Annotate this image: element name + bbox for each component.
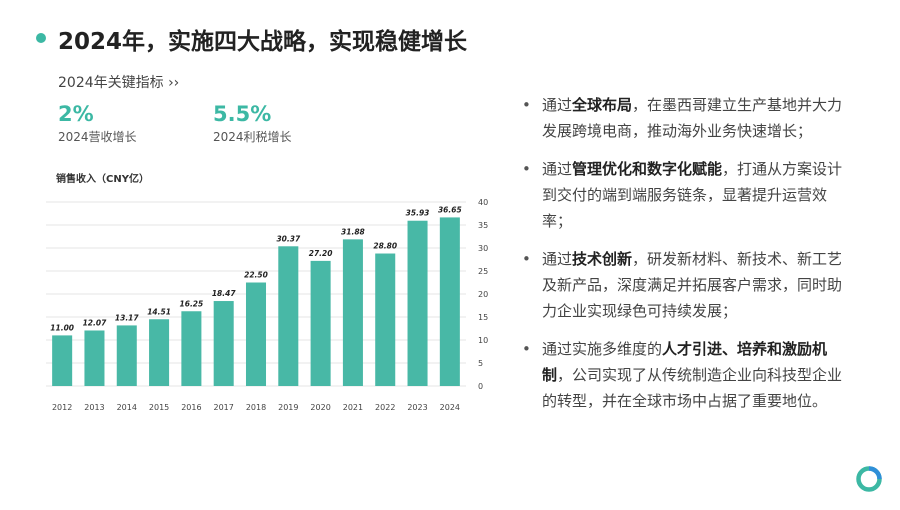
- y-tick-label: 30: [478, 244, 488, 253]
- x-tick-label: 2013: [84, 403, 104, 412]
- strategy-bullet-2: • 通过管理优化和数字化赋能，打通从方案设计到交付的端到端服务链条，显著提升运营效…: [522, 156, 852, 234]
- bar-2018: [245, 282, 267, 386]
- bullet-text-highlight: 全球布局: [572, 96, 633, 114]
- bar-2015: [149, 319, 170, 386]
- bullet-text-highlight: 人才引进、培养和激励机制: [542, 340, 828, 384]
- bar-2017: [213, 301, 234, 386]
- data-label: 22.50: [244, 271, 268, 280]
- kpi-tax-growth-value: 5.5%: [213, 102, 272, 126]
- data-label: 12.07: [83, 318, 108, 327]
- y-tick-label: 5: [478, 359, 483, 368]
- bar-2016: [181, 311, 202, 386]
- page-title: 2024年，实施四大战略，实现稳健增长: [58, 29, 468, 55]
- x-tick-label: 2015: [149, 403, 169, 412]
- data-label: 30.37: [276, 234, 301, 243]
- bullet-text-post: ，打通从方案设计到交付的端到端服务链条，显著提升运营效率；: [542, 160, 843, 230]
- bullet-text-highlight: 技术创新: [572, 250, 633, 268]
- data-label: 13.17: [115, 313, 140, 322]
- chart-title: 销售收入（CNY亿）: [56, 172, 149, 185]
- y-tick-label: 40: [478, 198, 488, 207]
- bullet-text-post: ，研发新材料、新技术、新工艺及新产品，深度满足并拓展客户需求，同时助力企业实现绿…: [542, 250, 843, 320]
- data-label: 14.51: [147, 307, 171, 316]
- bar-2012: [52, 335, 73, 386]
- x-tick-label: 2023: [407, 403, 427, 412]
- x-tick-label: 2019: [278, 403, 298, 412]
- x-tick-label: 2022: [375, 403, 395, 412]
- bar-2021: [342, 239, 363, 386]
- kpi-revenue-growth-label: 2024营收增长: [58, 130, 137, 144]
- data-label: 36.65: [438, 205, 462, 214]
- data-label: 28.80: [373, 242, 397, 251]
- strategy-bullet-3: • 通过技术创新，研发新材料、新技术、新工艺及新产品，深度满足并拓展客户需求，同时…: [522, 246, 852, 324]
- company-logo-icon: [856, 466, 882, 492]
- data-label: 18.47: [212, 289, 237, 298]
- x-tick-label: 2020: [310, 403, 330, 412]
- x-tick-label: 2021: [343, 403, 363, 412]
- sales-revenue-chart: 销售收入（CNY亿） 0 5 10 15 20 25 30 35 40 11.00 2012 12.07…: [40, 170, 510, 420]
- x-tick-label: 2012: [52, 403, 72, 412]
- y-tick-label: 25: [478, 267, 488, 276]
- y-tick-label: 35: [478, 221, 488, 230]
- x-tick-label: 2014: [117, 403, 137, 412]
- bullet-text-post: ，在墨西哥建立生产基地并大力发展跨境电商，推动海外业务快速增长；: [542, 96, 843, 140]
- chart-svg: 销售收入（CNY亿） 0 5 10 15 20 25 30 35 40 11.00 2012 12.07…: [46, 172, 488, 412]
- bar-2023: [407, 220, 428, 386]
- bullet-dot: •: [522, 160, 531, 178]
- data-label: 31.88: [341, 227, 365, 236]
- y-tick-label: 10: [478, 336, 488, 345]
- data-label: 16.25: [180, 299, 204, 308]
- x-tick-label: 2017: [214, 403, 234, 412]
- x-tick-label: 2018: [246, 403, 266, 412]
- x-tick-label: 2016: [181, 403, 201, 412]
- x-tick-label: 2024: [440, 403, 460, 412]
- data-label: 27.20: [309, 249, 333, 258]
- bar-2013: [84, 330, 105, 386]
- kpi-header-link[interactable]: 2024年关键指标 ››: [58, 75, 180, 91]
- bullet-text-pre: 通过: [542, 96, 573, 114]
- kpi-revenue-growth-value: 2%: [58, 102, 94, 126]
- bullet-text-pre: 通过: [542, 160, 573, 178]
- bar-2019: [278, 246, 299, 386]
- strategy-bullet-1: • 通过全球布局，在墨西哥建立生产基地并大力发展跨境电商，推动海外业务快速增长；: [522, 92, 852, 144]
- bullet-text-post: ，公司实现了从传统制造企业向科技型企业的转型，并在全球市场中占据了重要地位。: [542, 366, 843, 410]
- bar-2014: [116, 325, 137, 386]
- bullet-dot: •: [522, 340, 531, 358]
- strategy-bullet-list: • 通过全球布局，在墨西哥建立生产基地并大力发展跨境电商，推动海外业务快速增长； •…: [522, 92, 852, 426]
- bullet-dot: •: [522, 250, 531, 268]
- bar-2022: [375, 253, 396, 386]
- bullet-text-pre: 通过实施多维度的: [542, 340, 663, 358]
- bar-2020: [310, 260, 331, 386]
- y-tick-label: 20: [478, 290, 488, 299]
- data-label: 11.00: [50, 323, 74, 332]
- bar-2024: [439, 217, 460, 386]
- title-bullet-dot: [36, 33, 46, 43]
- y-tick-label: 0: [478, 382, 483, 391]
- strategy-bullet-4: • 通过实施多维度的人才引进、培养和激励机制，公司实现了从传统制造企业向科技型企业…: [522, 336, 852, 414]
- bullet-text-highlight: 管理优化和数字化赋能: [572, 160, 723, 178]
- bullet-dot: •: [522, 96, 531, 114]
- y-tick-label: 15: [478, 313, 488, 322]
- data-label: 35.93: [406, 209, 430, 218]
- bullet-text-pre: 通过: [542, 250, 573, 268]
- kpi-tax-growth-label: 2024利税增长: [213, 130, 292, 144]
